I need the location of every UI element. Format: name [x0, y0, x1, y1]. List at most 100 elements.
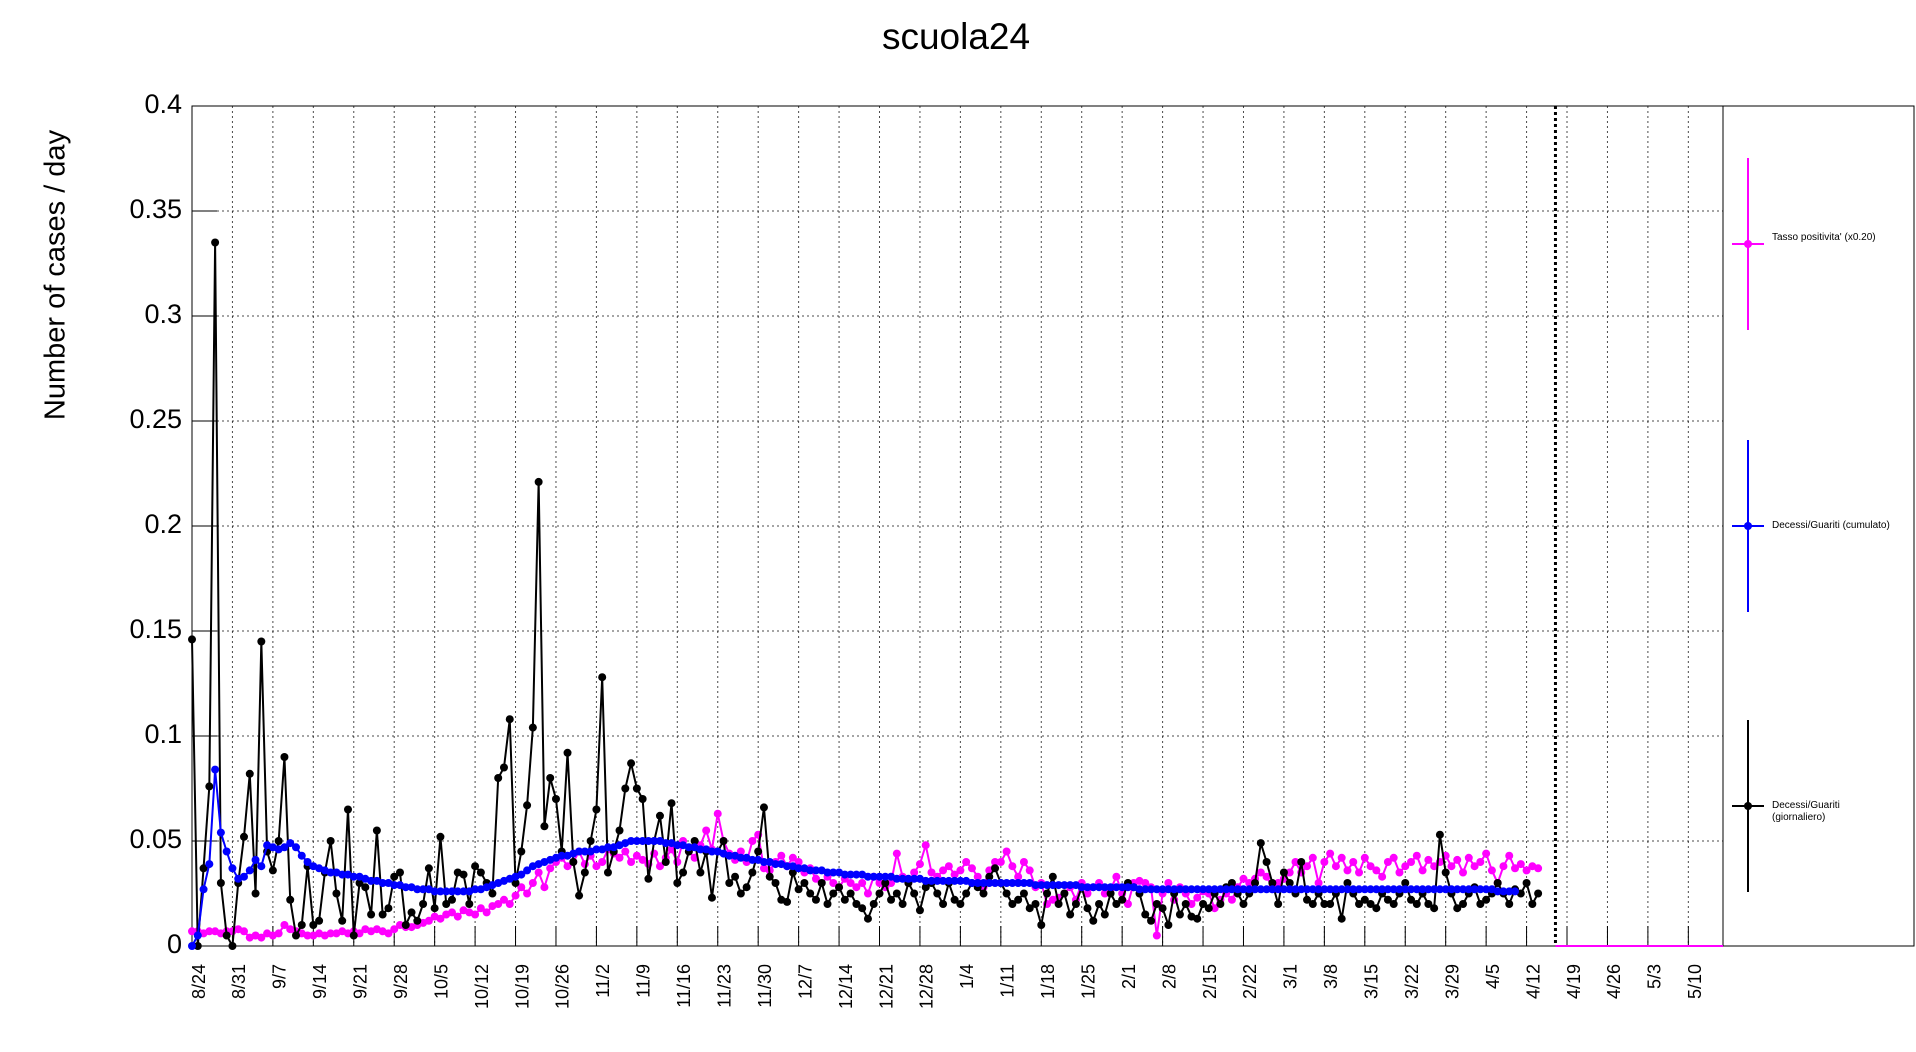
data-point — [1204, 904, 1213, 913]
data-point — [517, 847, 526, 856]
data-point — [303, 858, 312, 866]
data-point — [673, 879, 682, 887]
data-point — [211, 765, 220, 774]
data-point — [592, 845, 601, 854]
data-point — [257, 933, 266, 942]
data-point — [973, 872, 982, 881]
data-point — [1262, 885, 1271, 894]
data-point — [1245, 885, 1254, 894]
y-tick-label: 0 — [167, 929, 182, 959]
data-point — [1256, 839, 1265, 848]
data-point — [349, 872, 358, 881]
data-point — [858, 879, 867, 887]
data-point — [1227, 879, 1236, 887]
data-point — [1019, 889, 1028, 898]
data-point — [546, 864, 555, 873]
data-point — [1037, 881, 1046, 890]
data-point — [546, 774, 555, 782]
data-point — [251, 855, 260, 864]
y-tick-label: 0.35 — [129, 194, 182, 224]
data-point — [991, 858, 1000, 866]
x-tick-label: 10/19 — [512, 964, 532, 1009]
data-point — [471, 862, 480, 871]
data-point — [436, 832, 445, 841]
data-point — [471, 885, 480, 894]
data-point — [661, 839, 670, 848]
data-point — [1210, 904, 1219, 913]
data-point — [205, 782, 214, 791]
data-point — [1141, 879, 1150, 887]
data-point — [869, 900, 878, 908]
x-tick-label: 10/12 — [472, 964, 492, 1009]
data-point — [1095, 883, 1104, 892]
data-point — [1389, 900, 1398, 908]
data-point — [494, 774, 503, 782]
data-point — [349, 931, 358, 940]
data-point — [1516, 860, 1525, 869]
data-point — [390, 872, 399, 881]
data-point — [1366, 862, 1375, 871]
x-tick-label: 5/10 — [1685, 964, 1705, 999]
legend-marker — [1744, 802, 1752, 810]
data-point — [1464, 885, 1473, 894]
x-tick-label: 4/5 — [1483, 964, 1503, 989]
data-point — [1158, 885, 1167, 894]
data-point — [1251, 879, 1260, 887]
x-tick-label: 9/7 — [270, 964, 290, 989]
data-point — [395, 868, 404, 877]
x-tick-label: 4/12 — [1523, 964, 1543, 999]
data-point — [1048, 881, 1057, 890]
data-point — [228, 864, 237, 873]
data-point — [268, 866, 277, 875]
data-point — [280, 753, 289, 761]
data-point — [1054, 881, 1063, 890]
data-point — [517, 870, 526, 879]
data-point — [222, 931, 231, 940]
data-point — [1308, 853, 1317, 862]
data-point — [644, 837, 653, 845]
data-point — [1412, 851, 1421, 860]
data-point — [1158, 904, 1167, 913]
data-point — [904, 874, 913, 883]
data-point — [401, 921, 410, 929]
data-point — [1014, 895, 1023, 904]
data-point — [1152, 885, 1161, 894]
data-point — [1193, 914, 1202, 923]
data-point — [1401, 862, 1410, 871]
data-point — [1487, 866, 1496, 875]
data-point — [1355, 900, 1364, 908]
data-point — [1355, 885, 1364, 894]
data-point — [1453, 904, 1462, 913]
data-point — [921, 841, 930, 850]
data-point — [505, 900, 514, 908]
data-point — [343, 805, 352, 814]
data-point — [199, 885, 208, 894]
data-point — [384, 929, 393, 938]
data-point — [1100, 910, 1109, 919]
data-point — [875, 879, 884, 887]
data-point — [638, 855, 647, 864]
data-point — [338, 916, 347, 925]
data-point — [1002, 879, 1011, 887]
x-tick-label: 1/18 — [1038, 964, 1058, 999]
data-point — [1383, 895, 1392, 904]
data-point — [887, 895, 896, 904]
data-point — [800, 879, 809, 887]
data-point — [1505, 851, 1514, 860]
data-point — [754, 847, 763, 856]
data-point — [239, 927, 248, 936]
data-point — [193, 942, 202, 950]
data-point — [1499, 887, 1508, 896]
data-point — [650, 837, 659, 845]
data-point — [1279, 885, 1288, 894]
data-point — [1476, 900, 1485, 908]
data-point — [1395, 885, 1404, 894]
data-point — [188, 942, 196, 950]
x-tick-label: 3/8 — [1321, 964, 1341, 989]
data-point — [297, 921, 306, 929]
data-point — [372, 826, 381, 835]
data-point — [1227, 885, 1236, 894]
data-point — [557, 851, 566, 860]
data-point — [1349, 858, 1358, 866]
data-point — [1239, 900, 1248, 908]
